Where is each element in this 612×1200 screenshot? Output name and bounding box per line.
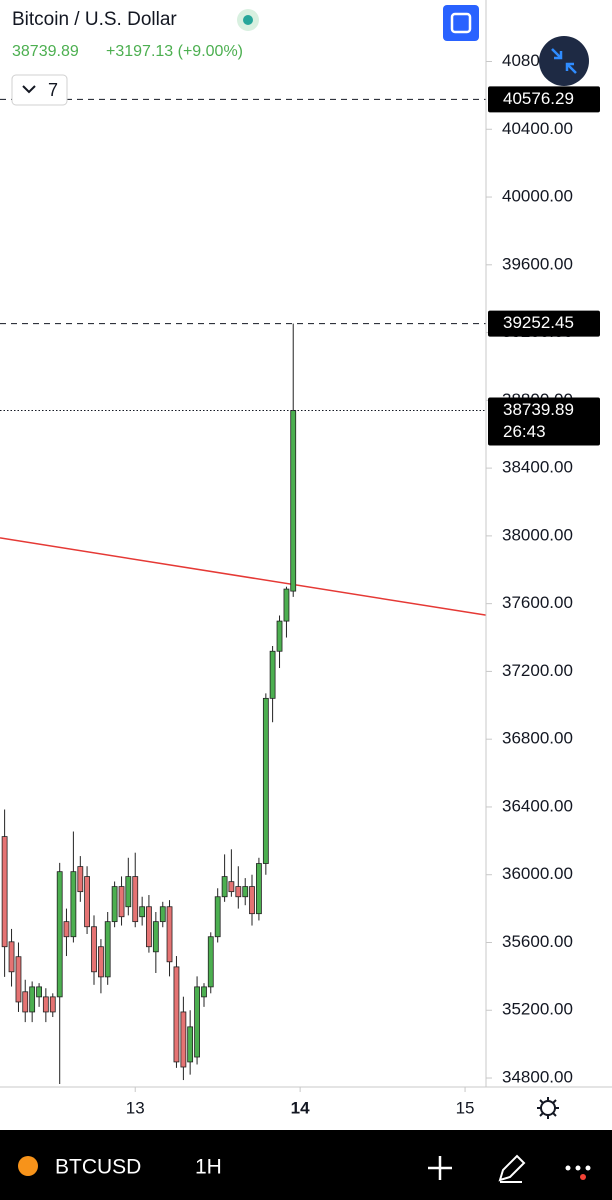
add-button[interactable] [428,1156,452,1180]
indicator-toggle[interactable] [11,74,68,106]
candle-body [8,941,15,973]
candle-body [104,921,111,978]
candle-body [214,896,221,938]
candle-body [166,906,173,963]
candle-body [262,697,269,864]
y-tick-label: 37200.00 [502,661,573,680]
collapse-icon [551,48,577,74]
candle-body [118,886,125,918]
candle-body [180,1011,187,1068]
market-status-dot [243,15,253,25]
symbol-button[interactable]: BTCUSD [55,1156,141,1179]
candle-body [139,906,146,918]
candle-body [235,886,242,898]
settings-icon [537,1097,559,1119]
candle-body [22,991,29,1013]
coin-icon [18,1156,38,1176]
candle-body [36,986,42,998]
y-tick-label: 40400.00 [502,119,573,138]
y-tick-label: 34800.00 [502,1068,573,1087]
price-label-box [488,310,600,337]
candle-body [221,876,228,898]
candle-body [63,921,70,938]
y-tick-label: 37600.00 [502,593,573,612]
candle-body [1,836,8,948]
price-label-box [488,397,600,446]
candle-body [125,876,132,908]
y-tick-label: 36800.00 [502,729,573,748]
candle-body [290,410,297,592]
candle-body [173,966,180,1063]
price-change: +3197.13 (+9.00%) [106,43,243,60]
chart-background [0,0,612,1130]
y-tick-label: 39600.00 [502,254,573,273]
price-label: 40576.29 [503,89,574,108]
candle-body [228,881,235,893]
candle-body [207,936,214,988]
axes: 34800.00 35200.00 35600.00 36000.00 36400.00… [126,51,600,1117]
candle-body [283,588,290,622]
candle-body [111,886,118,923]
notification-dot [580,1174,586,1180]
candle-body [70,871,77,938]
y-tick-label: 36400.00 [502,796,573,815]
x-tick-label: 14 [291,1098,310,1117]
candle-body [15,956,22,1003]
last-price: 38739.89 [12,43,79,60]
y-tick-label: 36000.00 [502,864,573,883]
candle-body [276,620,283,652]
interval-button[interactable]: 1H [195,1156,222,1179]
candle-body [152,921,159,953]
bottom-bar [0,1130,612,1200]
candle-body [98,946,104,978]
y-tick-label: 38000.00 [502,525,573,544]
candle-body [132,876,139,923]
candle-body [194,986,200,1058]
y-tick-label: 35600.00 [502,932,573,951]
chevron-icon [22,85,36,94]
candle-body [77,866,84,893]
more-dot [575,1165,581,1171]
plot [0,98,487,1084]
y-tick-label: 38400.00 [502,458,573,477]
candle-body [91,926,97,973]
price-label: 38739.89 [503,400,574,419]
candle-body [84,876,90,928]
y-tick-label: 35200.00 [502,1000,573,1019]
indicator-count: 7 [48,80,58,100]
candle-body [269,650,276,699]
candle-body [49,996,56,1013]
more-dot[interactable] [585,1165,591,1171]
candle-body [42,996,49,1013]
x-tick-label: 15 [456,1098,475,1117]
price-label: 39252.45 [503,313,574,332]
trend-line [0,537,487,616]
bar-countdown: 26:43 [503,422,546,441]
price-label-box [488,86,600,113]
candle-body [242,886,249,898]
candle-body [201,986,207,998]
candle-body [249,886,255,915]
more-dot [565,1165,571,1171]
candle-body [146,906,152,948]
y-tick-label: 40000.00 [502,187,573,206]
collapse-button[interactable] [539,36,589,86]
candle-body [159,906,166,923]
symbol-title: Bitcoin / U.S. Dollar [12,9,177,30]
drawing-button[interactable] [498,1154,526,1183]
candle-body [56,871,63,998]
candle-body [29,986,36,1013]
candle-body [187,1026,194,1063]
fullscreen-button[interactable] [443,5,479,41]
fullscreen-icon [450,12,472,34]
candle-body [256,863,262,915]
x-tick-label: 13 [126,1098,145,1117]
